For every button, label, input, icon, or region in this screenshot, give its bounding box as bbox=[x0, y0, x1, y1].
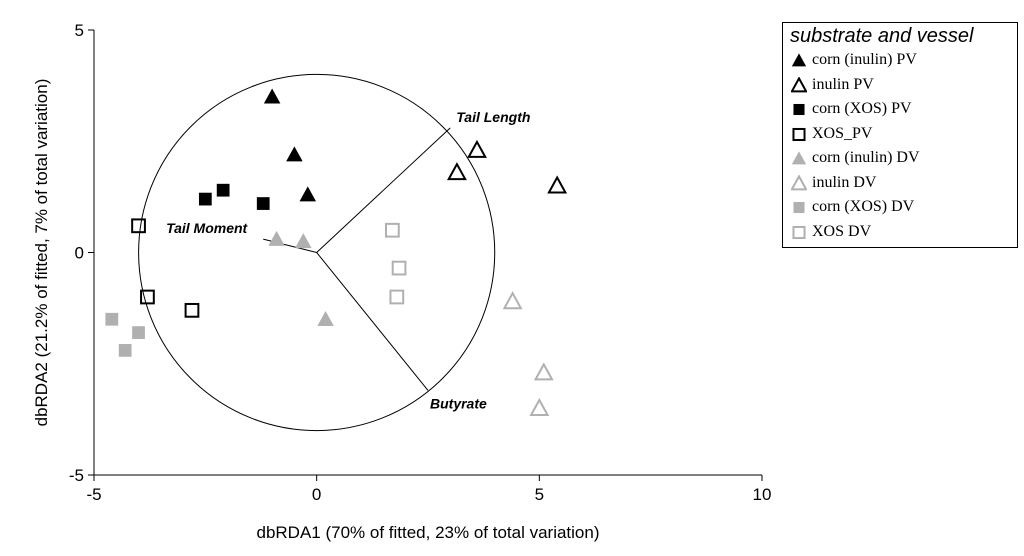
series-7 bbox=[384, 222, 407, 305]
data-point bbox=[389, 289, 405, 305]
x-tick-label: 5 bbox=[535, 485, 544, 504]
data-point bbox=[132, 326, 145, 339]
x-ticks: -5 0 5 10 bbox=[86, 475, 771, 504]
data-point bbox=[299, 186, 317, 202]
legend-label: inulin PV bbox=[812, 75, 874, 93]
correlation-circle bbox=[138, 73, 496, 432]
open-triangle-icon bbox=[791, 76, 807, 93]
vector-label: Tail Moment bbox=[166, 220, 248, 236]
legend-marker bbox=[793, 104, 805, 116]
axes: -5 0 5 10 -5 0 5 bbox=[69, 21, 772, 504]
legend-marker bbox=[791, 53, 807, 67]
series-5 bbox=[502, 291, 554, 416]
data-point bbox=[268, 230, 285, 246]
data-point bbox=[547, 175, 568, 194]
legend-label: XOS DV bbox=[812, 222, 872, 240]
series-0 bbox=[263, 88, 317, 202]
legend-marker bbox=[793, 202, 805, 214]
data-point bbox=[317, 311, 334, 326]
vectors: Tail Length Tail Moment Butyrate bbox=[166, 109, 530, 412]
open-square-icon bbox=[792, 127, 806, 141]
vector-label: Tail Length bbox=[456, 109, 530, 125]
y-tick-label: -5 bbox=[69, 466, 84, 485]
series-2 bbox=[198, 183, 270, 210]
open-triangle-icon bbox=[791, 174, 807, 191]
legend-title: substrate and vessel bbox=[790, 25, 974, 47]
legend-item: corn (XOS) DV bbox=[783, 195, 1017, 220]
legend-label: XOS_PV bbox=[812, 124, 873, 142]
data-point bbox=[256, 197, 270, 210]
series-4 bbox=[268, 230, 334, 326]
data-point bbox=[118, 344, 132, 357]
data-point bbox=[533, 362, 554, 381]
data-points bbox=[105, 88, 568, 416]
filled-square-icon bbox=[793, 104, 805, 116]
data-point bbox=[391, 260, 407, 276]
x-tick-label: -5 bbox=[86, 485, 101, 504]
data-point bbox=[216, 183, 230, 197]
data-point bbox=[105, 312, 119, 326]
data-point bbox=[140, 289, 155, 305]
open-square-icon bbox=[792, 225, 806, 239]
legend-label: corn (inulin) PV bbox=[812, 51, 917, 69]
legend-item: XOS_PV bbox=[783, 122, 1017, 147]
vector-tail-length bbox=[316, 127, 451, 253]
x-tick-label: 10 bbox=[753, 485, 772, 504]
legend-item: corn (inulin) PV bbox=[783, 48, 1017, 73]
data-point bbox=[467, 139, 487, 158]
filled-square-icon bbox=[793, 202, 805, 214]
legend: substrate and vessel corn (inulin) PV inu… bbox=[782, 22, 1018, 248]
legend-label: corn (inulin) DV bbox=[812, 149, 920, 167]
vector-butyrate bbox=[316, 252, 429, 391]
data-point bbox=[263, 88, 281, 104]
series-6 bbox=[105, 312, 145, 357]
series-1 bbox=[447, 139, 568, 194]
x-tick-label: 0 bbox=[312, 485, 321, 504]
legend-label: corn (XOS) PV bbox=[812, 100, 912, 118]
vector-label: Butyrate bbox=[430, 395, 487, 411]
legend-marker bbox=[791, 151, 807, 165]
legend-marker bbox=[792, 225, 806, 239]
legend-marker bbox=[791, 174, 807, 191]
series-3 bbox=[131, 218, 200, 318]
y-ticks: -5 0 5 bbox=[69, 21, 94, 485]
data-point bbox=[286, 146, 303, 162]
data-point bbox=[502, 291, 523, 310]
y-axis-title: dbRDA2 (21.2% of fitted, 7% of total var… bbox=[32, 79, 51, 427]
x-axis-title: dbRDA1 (70% of fitted, 23% of total vari… bbox=[256, 523, 599, 542]
y-tick-label: 0 bbox=[75, 244, 84, 263]
data-point bbox=[384, 222, 400, 238]
data-point bbox=[529, 397, 550, 416]
filled-triangle-icon bbox=[791, 53, 807, 67]
legend-item: inulin DV bbox=[783, 171, 1017, 196]
legend-items: corn (inulin) PV inulin PV corn (XOS) PV XO… bbox=[783, 48, 1017, 244]
legend-marker bbox=[791, 76, 807, 93]
data-point bbox=[295, 233, 312, 249]
legend-label: inulin DV bbox=[812, 173, 877, 191]
legend-label: corn (XOS) DV bbox=[812, 198, 915, 216]
legend-item: inulin PV bbox=[783, 73, 1017, 98]
legend-marker bbox=[792, 127, 806, 141]
data-point bbox=[198, 192, 212, 206]
y-tick-label: 5 bbox=[75, 21, 84, 40]
data-point bbox=[447, 162, 467, 181]
filled-triangle-icon bbox=[791, 151, 807, 165]
legend-item: corn (XOS) PV bbox=[783, 97, 1017, 122]
legend-item: XOS DV bbox=[783, 220, 1017, 245]
data-point bbox=[131, 218, 146, 234]
data-point bbox=[184, 302, 200, 318]
legend-item: corn (inulin) DV bbox=[783, 146, 1017, 171]
